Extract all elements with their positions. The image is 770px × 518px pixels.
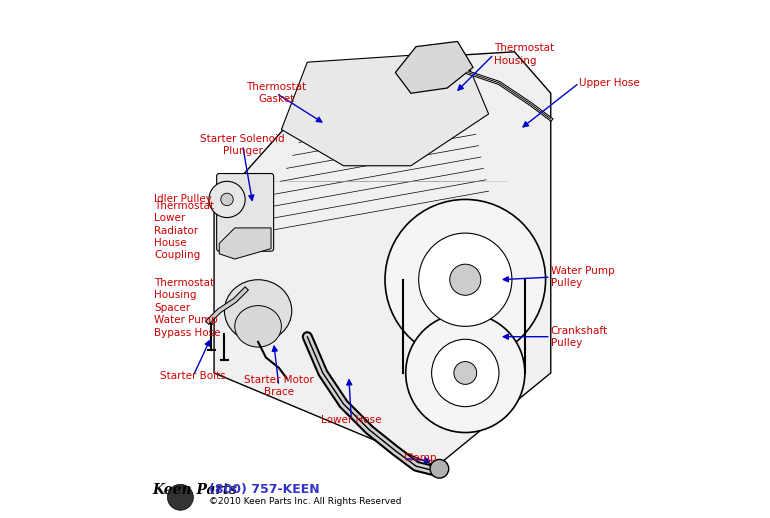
Circle shape — [430, 459, 449, 478]
Text: Starter Bolts: Starter Bolts — [160, 370, 226, 381]
Polygon shape — [395, 41, 473, 93]
Text: Thermostat
Housing
Spacer: Thermostat Housing Spacer — [155, 278, 215, 313]
Text: Starter Solenoid
Plunger: Starter Solenoid Plunger — [200, 134, 285, 156]
Text: Thermostat
Gasket: Thermostat Gasket — [246, 82, 306, 105]
Circle shape — [167, 484, 193, 510]
Polygon shape — [219, 228, 271, 259]
Circle shape — [385, 199, 546, 360]
Circle shape — [450, 264, 480, 295]
Polygon shape — [214, 52, 551, 466]
Text: Starter Motor
Brace: Starter Motor Brace — [244, 375, 313, 397]
Ellipse shape — [235, 306, 281, 347]
Circle shape — [209, 181, 245, 218]
Text: Upper Hose: Upper Hose — [579, 78, 640, 88]
Circle shape — [432, 339, 499, 407]
Circle shape — [221, 193, 233, 206]
FancyBboxPatch shape — [216, 174, 273, 251]
Text: ©2010 Keen Parts Inc. All Rights Reserved: ©2010 Keen Parts Inc. All Rights Reserve… — [209, 497, 401, 506]
Text: Water Pump
Pulley: Water Pump Pulley — [551, 266, 614, 289]
Text: Water Pump
Bypass Hose: Water Pump Bypass Hose — [155, 315, 221, 338]
Text: Crankshaft
Pulley: Crankshaft Pulley — [551, 325, 608, 348]
Text: Idler Pulley: Idler Pulley — [155, 194, 213, 205]
Polygon shape — [281, 52, 489, 166]
Text: Keen Parts: Keen Parts — [152, 482, 237, 497]
Text: Thermostat
Housing: Thermostat Housing — [494, 43, 554, 66]
Circle shape — [454, 362, 477, 384]
Text: Thermostat
Lower
Radiator
House
Coupling: Thermostat Lower Radiator House Coupling — [155, 200, 215, 261]
Text: (800) 757-KEEN: (800) 757-KEEN — [209, 483, 320, 496]
Ellipse shape — [224, 280, 292, 342]
Circle shape — [406, 313, 525, 433]
Text: Clamp: Clamp — [403, 453, 437, 464]
Circle shape — [419, 233, 512, 326]
Text: Lower Hose: Lower Hose — [321, 414, 382, 425]
